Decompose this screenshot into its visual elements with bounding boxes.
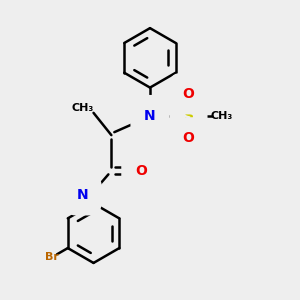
Text: O: O: [183, 131, 195, 145]
Text: CH₃: CH₃: [210, 111, 232, 121]
Text: CH₃: CH₃: [72, 103, 94, 113]
Text: O: O: [135, 164, 147, 178]
Text: H: H: [88, 190, 97, 200]
Text: N: N: [76, 188, 88, 202]
Text: S: S: [184, 109, 194, 123]
Text: N: N: [144, 109, 156, 123]
Text: Br: Br: [45, 252, 59, 262]
Text: O: O: [183, 86, 195, 100]
